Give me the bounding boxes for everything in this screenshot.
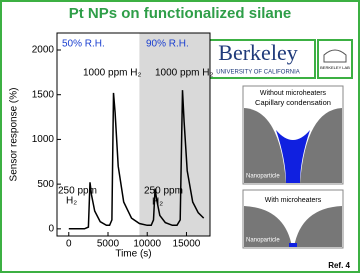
x-tick-label: 15000 [173,239,201,250]
x-axis-label: Time (s) [115,249,151,260]
y-tick-label: 1500 [32,89,55,100]
annotation: 50% R.H. [62,39,105,50]
diagram-label: Nanoparticle [246,238,280,244]
annotation: H₂ [66,196,77,207]
diagram-label: Nanoparticle [246,174,280,180]
reference: Ref. 4 [328,261,350,270]
annotation: 1000 ppm H₂ [83,68,141,79]
y-tick-label: 500 [37,179,54,190]
condensation [289,243,297,247]
diagram-title: Without microheaters [260,90,327,97]
diagram-title: With microheaters [265,197,322,204]
slide-title: Pt NPs on functionalized silane [69,5,292,22]
slide: Pt NPs on functionalized silane Berkeley… [0,0,360,273]
diagram-caption: Capillary condensation [255,98,331,107]
y-axis-label: Sensor response (%) [9,88,20,182]
annotation: 250 ppm [144,186,183,197]
y-tick-label: 2000 [32,45,55,56]
annotation: 1000 ppm H₂ [155,68,213,79]
annotation: H₂ [152,197,163,208]
lab-logo-box [318,40,352,78]
logo-subtitle: UNIVERSITY OF CALIFORNIA [216,70,300,76]
x-tick-label: 0 [66,239,72,250]
y-tick-label: 1000 [32,134,55,145]
y-tick-label: 0 [48,223,54,234]
shaded-region [139,33,210,236]
annotation: 250 ppm [58,186,97,197]
logo-text: Berkeley [218,40,297,65]
lab-logo-text: BERKELEY LAB [320,65,350,70]
annotation: 90% R.H. [146,39,189,50]
